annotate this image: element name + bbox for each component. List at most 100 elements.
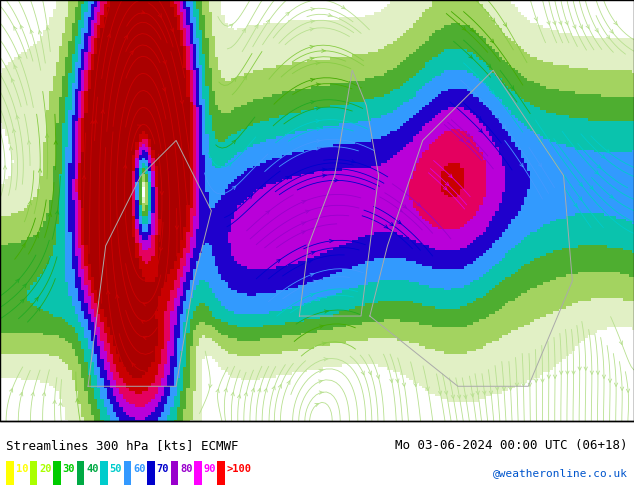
FancyArrowPatch shape: [466, 139, 470, 143]
FancyArrowPatch shape: [590, 186, 593, 189]
FancyArrowPatch shape: [30, 30, 33, 33]
FancyArrowPatch shape: [23, 284, 26, 288]
FancyArrowPatch shape: [462, 26, 465, 30]
FancyArrowPatch shape: [597, 165, 601, 168]
FancyArrowPatch shape: [541, 379, 544, 382]
Text: 10: 10: [16, 465, 29, 474]
FancyArrowPatch shape: [458, 395, 461, 398]
FancyArrowPatch shape: [311, 100, 315, 104]
FancyArrowPatch shape: [503, 23, 507, 26]
FancyArrowPatch shape: [443, 186, 447, 190]
FancyArrowPatch shape: [255, 24, 258, 28]
FancyArrowPatch shape: [595, 28, 598, 32]
FancyArrowPatch shape: [238, 394, 241, 398]
FancyArrowPatch shape: [310, 46, 314, 49]
FancyArrowPatch shape: [310, 294, 314, 297]
FancyArrowPatch shape: [515, 383, 519, 386]
FancyArrowPatch shape: [467, 133, 470, 137]
Text: Mo 03-06-2024 00:00 UTC (06+18): Mo 03-06-2024 00:00 UTC (06+18): [395, 439, 628, 452]
FancyArrowPatch shape: [377, 375, 380, 379]
FancyArrowPatch shape: [470, 393, 474, 397]
FancyArrowPatch shape: [351, 160, 356, 163]
FancyArrowPatch shape: [175, 226, 179, 229]
FancyArrowPatch shape: [398, 220, 401, 224]
FancyArrowPatch shape: [272, 386, 275, 390]
FancyArrowPatch shape: [11, 78, 15, 82]
FancyArrowPatch shape: [522, 383, 525, 386]
FancyArrowPatch shape: [547, 375, 550, 378]
FancyArrowPatch shape: [414, 383, 417, 387]
FancyArrowPatch shape: [313, 280, 318, 283]
FancyArrowPatch shape: [37, 307, 40, 311]
FancyArrowPatch shape: [59, 402, 62, 406]
FancyArrowPatch shape: [384, 225, 388, 228]
FancyArrowPatch shape: [302, 200, 306, 204]
FancyArrowPatch shape: [242, 29, 245, 33]
FancyBboxPatch shape: [124, 461, 131, 485]
FancyArrowPatch shape: [626, 389, 630, 392]
FancyArrowPatch shape: [491, 18, 495, 22]
FancyArrowPatch shape: [319, 369, 323, 372]
FancyArrowPatch shape: [20, 25, 23, 29]
FancyArrowPatch shape: [614, 21, 617, 25]
FancyArrowPatch shape: [209, 384, 212, 388]
FancyArrowPatch shape: [163, 60, 166, 64]
FancyArrowPatch shape: [257, 389, 261, 392]
FancyArrowPatch shape: [36, 234, 38, 238]
FancyArrowPatch shape: [278, 385, 281, 388]
FancyBboxPatch shape: [217, 461, 225, 485]
FancyArrowPatch shape: [320, 391, 323, 394]
FancyArrowPatch shape: [621, 387, 624, 391]
FancyArrowPatch shape: [578, 197, 582, 200]
FancyArrowPatch shape: [301, 222, 306, 225]
FancyArrowPatch shape: [478, 117, 481, 120]
FancyArrowPatch shape: [310, 27, 314, 31]
FancyArrowPatch shape: [141, 11, 145, 14]
FancyArrowPatch shape: [224, 388, 228, 392]
FancyArrowPatch shape: [574, 203, 577, 207]
FancyArrowPatch shape: [16, 116, 19, 119]
FancyArrowPatch shape: [572, 371, 575, 374]
FancyArrowPatch shape: [528, 383, 531, 386]
FancyArrowPatch shape: [476, 391, 479, 394]
FancyArrowPatch shape: [251, 389, 255, 392]
FancyArrowPatch shape: [509, 387, 512, 391]
FancyArrowPatch shape: [538, 139, 542, 143]
Text: 70: 70: [157, 465, 169, 474]
FancyArrowPatch shape: [311, 251, 316, 254]
FancyArrowPatch shape: [310, 273, 314, 276]
Text: 80: 80: [180, 465, 193, 474]
FancyArrowPatch shape: [403, 383, 406, 387]
FancyArrowPatch shape: [311, 78, 314, 81]
FancyBboxPatch shape: [53, 461, 61, 485]
FancyArrowPatch shape: [138, 125, 141, 128]
FancyArrowPatch shape: [368, 371, 372, 375]
Text: 50: 50: [110, 465, 122, 474]
FancyArrowPatch shape: [14, 65, 17, 69]
FancyArrowPatch shape: [503, 125, 506, 128]
FancyArrowPatch shape: [20, 392, 23, 396]
FancyArrowPatch shape: [115, 295, 119, 298]
FancyArrowPatch shape: [107, 291, 110, 294]
FancyArrowPatch shape: [490, 39, 494, 43]
FancyArrowPatch shape: [482, 391, 486, 394]
FancyArrowPatch shape: [28, 201, 31, 205]
FancyArrowPatch shape: [285, 176, 289, 179]
FancyArrowPatch shape: [426, 387, 429, 391]
FancyArrowPatch shape: [31, 392, 34, 396]
FancyArrowPatch shape: [479, 129, 482, 132]
FancyArrowPatch shape: [328, 13, 332, 17]
FancyArrowPatch shape: [610, 29, 613, 33]
FancyArrowPatch shape: [439, 391, 442, 394]
FancyArrowPatch shape: [417, 203, 420, 206]
FancyArrowPatch shape: [244, 392, 247, 396]
FancyArrowPatch shape: [553, 375, 557, 378]
FancyArrowPatch shape: [590, 371, 593, 374]
FancyArrowPatch shape: [491, 90, 494, 94]
FancyArrowPatch shape: [10, 147, 13, 150]
FancyArrowPatch shape: [243, 76, 247, 80]
FancyArrowPatch shape: [316, 62, 320, 65]
Text: 60: 60: [133, 465, 146, 474]
FancyArrowPatch shape: [322, 342, 327, 345]
FancyArrowPatch shape: [82, 176, 86, 179]
